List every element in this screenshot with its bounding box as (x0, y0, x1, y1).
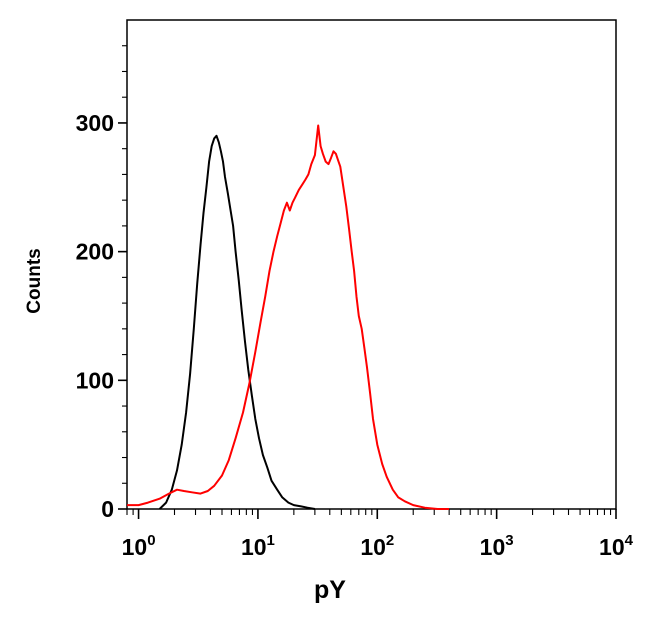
y-axis-ticks: 0 100 200 300 (76, 45, 127, 522)
y-tick-label: 100 (76, 367, 114, 393)
y-tick-label: 0 (101, 496, 114, 522)
x-tick-label: 100 (122, 532, 156, 560)
y-axis-label: Counts (24, 248, 45, 313)
x-tick-label: 103 (480, 532, 514, 560)
x-tick-label: 104 (599, 532, 634, 560)
series-layer (127, 124, 450, 510)
x-tick-label: 102 (360, 532, 394, 560)
plot-frame (126, 19, 617, 510)
histogram-series-1 (158, 134, 316, 510)
x-tick-label: 101 (241, 532, 275, 560)
y-tick-label: 200 (76, 239, 114, 265)
histogram-series-2 (127, 124, 450, 510)
y-tick-label: 300 (76, 110, 114, 136)
x-axis-label: pY (314, 576, 346, 604)
x-axis-ticks: 100 101 102 103 104 (122, 509, 634, 560)
